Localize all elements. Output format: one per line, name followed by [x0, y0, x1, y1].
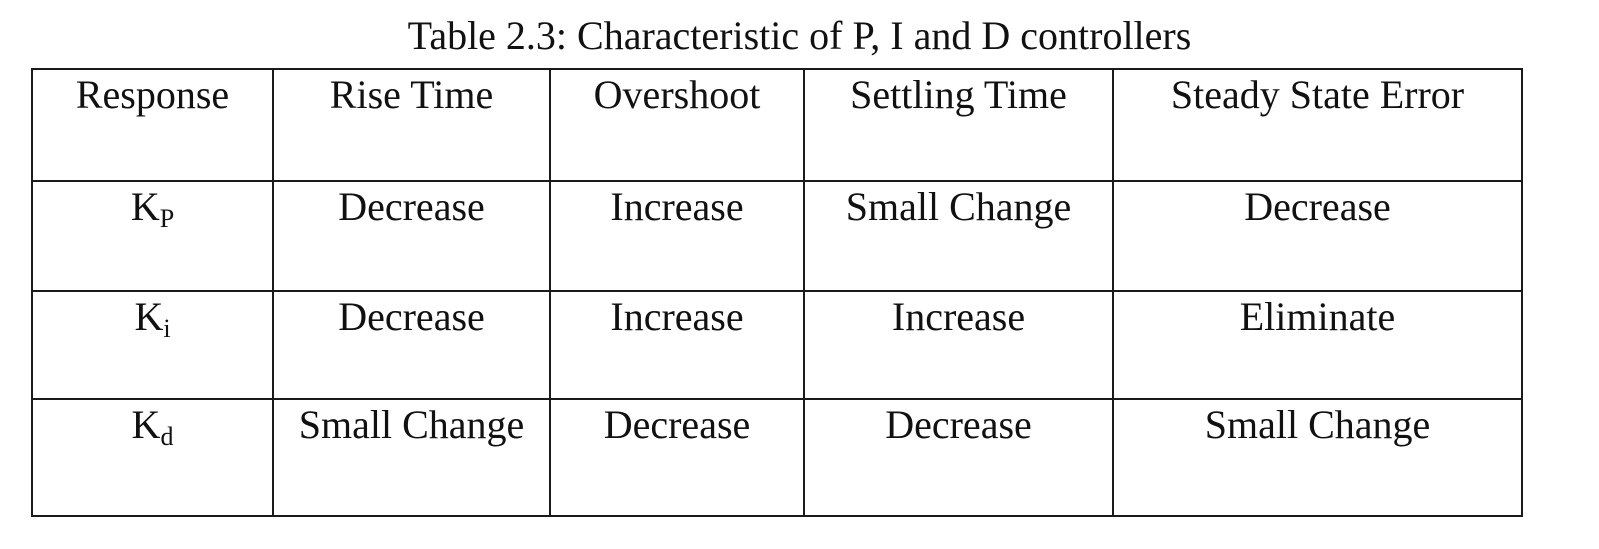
table-cell: Small Change [803, 180, 1114, 292]
table-cell: Increase [549, 180, 805, 292]
gain-symbol: K [131, 402, 161, 447]
pid-characteristics-table: Response Rise Time Overshoot Settling Ti… [31, 68, 1523, 517]
table-cell: Decrease [272, 180, 551, 292]
header-steady-state-error: Steady State Error [1112, 68, 1523, 182]
header-overshoot: Overshoot [549, 68, 805, 182]
gain-symbol: K [130, 184, 160, 229]
table-row-kd: Kd Small Change Decrease Decrease Small … [31, 398, 1523, 517]
row-label-ki: Ki [31, 290, 274, 400]
table-row-kp: KP Decrease Increase Small Change Decrea… [31, 180, 1523, 292]
gain-subscript: P [159, 204, 175, 233]
header-response: Response [31, 68, 274, 182]
table-caption: Table 2.3: Characteristic of P, I and D … [407, 13, 1192, 58]
table-cell: Small Change [272, 398, 551, 517]
table-cell: Decrease [803, 398, 1114, 517]
table-row-ki: Ki Decrease Increase Increase Eliminate [31, 290, 1523, 400]
row-label-kd: Kd [31, 398, 274, 517]
header-settling-time: Settling Time [803, 68, 1114, 182]
table-cell: Increase [549, 290, 805, 400]
table-cell: Decrease [549, 398, 805, 517]
table-cell: Small Change [1112, 398, 1523, 517]
header-rise-time: Rise Time [272, 68, 551, 182]
table-cell: Decrease [1112, 180, 1523, 292]
gain-subscript: i [163, 314, 171, 343]
row-label-kp: KP [31, 180, 274, 292]
table-cell: Decrease [272, 290, 551, 400]
table-header-row: Response Rise Time Overshoot Settling Ti… [31, 68, 1523, 182]
table-cell: Increase [803, 290, 1114, 400]
gain-symbol: K [134, 294, 164, 339]
gain-subscript: d [160, 422, 174, 451]
table-cell: Eliminate [1112, 290, 1523, 400]
